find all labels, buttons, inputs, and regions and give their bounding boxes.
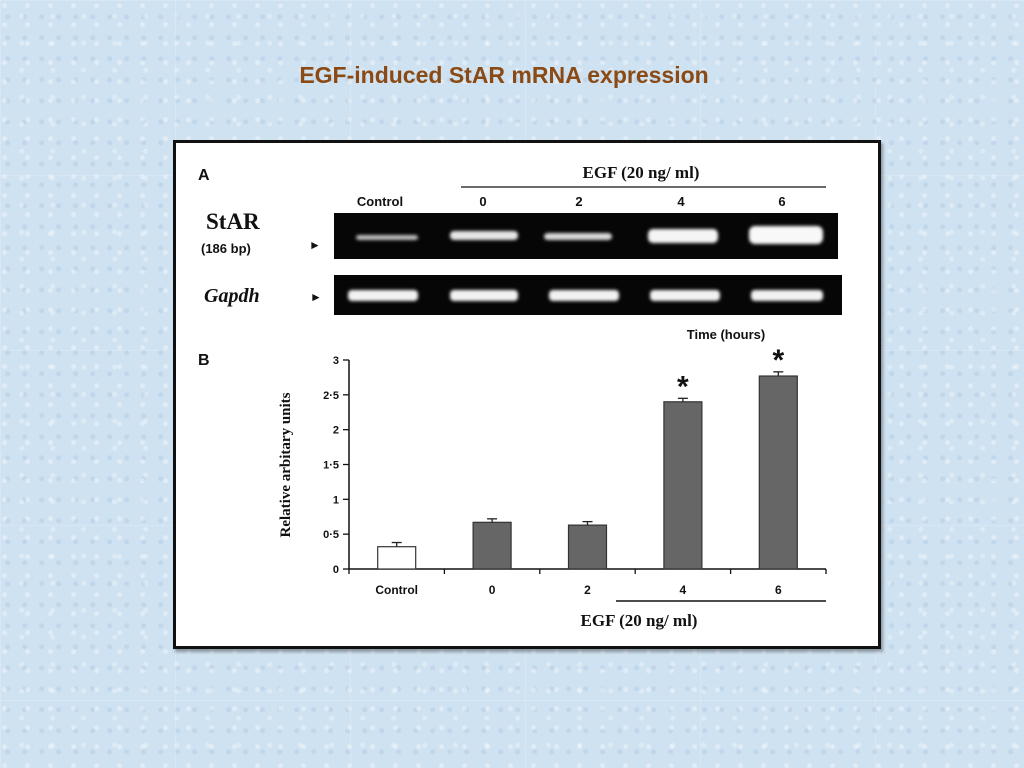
significance-marker: *: [772, 344, 784, 377]
bar-chart: Relative arbitary units EGF (20 ng/ ml) …: [278, 344, 827, 630]
arrow-icon-gapdh: ►: [310, 290, 322, 304]
time-label: Time (hours): [687, 327, 766, 342]
lane-label-6: 6: [778, 194, 785, 209]
y-tick-label: 0: [333, 564, 339, 576]
gel-band-gapdh-4: [650, 290, 720, 301]
y-axis-title: Relative arbitary units: [278, 392, 294, 537]
figure-svg: A EGF (20 ng/ ml) Control 0 2 4 6 StAR (…: [198, 163, 842, 630]
x-tick-label: 0: [489, 583, 496, 597]
significance-marker: *: [677, 370, 689, 403]
bar: [758, 375, 798, 570]
gel-treatment-header: EGF (20 ng/ ml): [583, 163, 700, 182]
gel-band-star-control: [356, 235, 418, 240]
gel-band-star-2: [544, 233, 612, 240]
y-tick-label: 2·5: [323, 390, 339, 402]
y-tick-label: 3: [333, 355, 339, 367]
gel-band-star-0: [450, 231, 518, 240]
slide-title: EGF-induced StAR mRNA expression: [299, 62, 709, 88]
bar: [567, 524, 608, 570]
x-tick-label: 2: [584, 583, 591, 597]
gel-gapdh-strip: [334, 275, 842, 315]
gene-size-star: (186 bp): [201, 241, 251, 256]
gel-band-gapdh-2: [549, 290, 619, 301]
bar: [663, 401, 703, 570]
arrow-icon-star: ►: [309, 238, 321, 252]
panel-a-label: A: [198, 167, 210, 184]
figure-panel: A EGF (20 ng/ ml) Control 0 2 4 6 StAR (…: [173, 140, 881, 649]
y-tick-label: 2: [333, 425, 339, 437]
lane-label-4: 4: [677, 194, 685, 209]
y-tick-label: 1: [333, 494, 339, 506]
y-tick-label: 0·5: [323, 529, 339, 541]
x-tick-label: 6: [775, 583, 782, 597]
lane-label-2: 2: [575, 194, 582, 209]
panel-b-label: B: [198, 352, 210, 369]
lane-label-0: 0: [479, 194, 486, 209]
lane-label-control: Control: [357, 194, 403, 209]
bar: [377, 546, 417, 570]
gel-band-gapdh-6: [751, 290, 823, 301]
y-tick-label: 1·5: [323, 460, 339, 472]
gel-band-star-4: [648, 229, 718, 243]
gel-band-gapdh-control: [348, 290, 418, 301]
gel-star-strip: [334, 213, 838, 259]
x-tick-label: Control: [375, 583, 418, 597]
x-axis-title: EGF (20 ng/ ml): [581, 611, 698, 630]
gene-label-gapdh: Gapdh: [204, 285, 260, 307]
gel-band-gapdh-0: [450, 290, 518, 301]
gel-band-star-6: [749, 226, 823, 244]
gene-label-star: StAR: [206, 209, 260, 234]
bar: [472, 521, 512, 570]
x-tick-label: 4: [680, 583, 687, 597]
